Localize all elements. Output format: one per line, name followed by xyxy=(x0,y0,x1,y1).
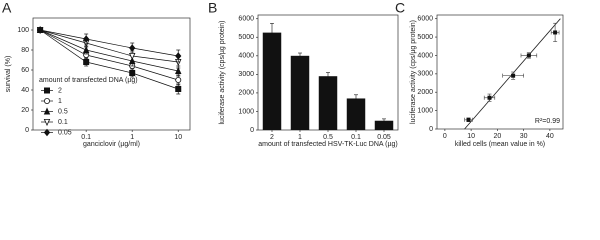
marker xyxy=(128,53,136,61)
y-tick-label: 2000 xyxy=(238,90,254,97)
marker xyxy=(175,86,182,93)
legend-label: 0.5 xyxy=(58,108,68,115)
annotation: R²=0.99 xyxy=(535,118,560,125)
legend-label: 2 xyxy=(58,87,62,94)
panel-letter: C xyxy=(395,0,405,16)
y-tick-label: 4000 xyxy=(417,52,433,59)
marker xyxy=(83,59,90,66)
x-tick-label: 40 xyxy=(546,133,554,140)
bar xyxy=(318,76,338,130)
y-tick-label: 100 xyxy=(17,27,29,34)
bar xyxy=(346,98,366,130)
x-tick-label: 0.1 xyxy=(81,134,91,141)
x-axis-label: ganciclovir (µg/ml) xyxy=(83,141,140,148)
marker xyxy=(129,44,136,52)
x-tick-label: 20 xyxy=(493,133,501,140)
y-axis-label: survival (%) xyxy=(5,56,12,93)
legend-label: 1 xyxy=(58,98,62,105)
x-tick-label: 0 xyxy=(443,133,447,140)
x-tick-label: 0.1 xyxy=(351,134,361,141)
panel-letter: B xyxy=(208,0,217,16)
x-tick-label: 1 xyxy=(130,134,134,141)
y-tick-label: 20 xyxy=(21,107,29,114)
point xyxy=(466,117,471,122)
series-line xyxy=(40,29,179,63)
bar xyxy=(262,32,282,130)
series-line xyxy=(39,29,179,81)
y-tick-label: 40 xyxy=(21,87,29,94)
legend-marker xyxy=(43,107,51,115)
point xyxy=(526,53,531,58)
marker xyxy=(37,26,44,34)
legend-marker xyxy=(44,87,51,94)
y-tick-label: 80 xyxy=(21,47,29,54)
x-tick-label: 1 xyxy=(298,134,302,141)
legend-marker xyxy=(43,128,51,137)
y-tick-label: 6000 xyxy=(417,16,433,23)
series-line xyxy=(39,29,179,90)
marker xyxy=(82,45,90,53)
y-tick-label: 3000 xyxy=(417,71,433,78)
y-tick-label: 3000 xyxy=(238,71,254,78)
x-tick-label: 0.05 xyxy=(377,134,391,141)
x-axis-label: amount of transfected HSV-TK-Luc DNA (µg… xyxy=(258,141,397,148)
legend-marker xyxy=(43,119,51,127)
y-tick-label: 0 xyxy=(25,127,29,134)
y-tick-label: 0 xyxy=(429,126,433,133)
y-tick-label: 5000 xyxy=(238,34,254,41)
point xyxy=(553,30,558,35)
x-tick-label: 10 xyxy=(467,133,475,140)
plot-frame xyxy=(436,14,564,130)
marker xyxy=(175,66,182,74)
marker xyxy=(175,77,182,84)
y-axis-label: luciferase activity (cps/µg protein) xyxy=(219,20,226,124)
y-tick-label: 6000 xyxy=(238,16,254,23)
y-tick-label: 1000 xyxy=(238,108,254,115)
y-tick-label: 2000 xyxy=(417,89,433,96)
panel-letter: A xyxy=(2,0,12,16)
point xyxy=(487,95,492,100)
y-tick-label: 60 xyxy=(21,67,29,74)
bar xyxy=(374,120,394,130)
x-tick-label: 0.5 xyxy=(323,134,333,141)
x-tick-label: 2 xyxy=(270,134,274,141)
y-tick-label: 1000 xyxy=(417,107,433,114)
x-tick-label: 10 xyxy=(174,134,182,141)
series-line xyxy=(39,29,179,72)
bar xyxy=(290,55,310,130)
marker xyxy=(83,35,90,43)
legend-label: 0.1 xyxy=(58,119,68,126)
y-axis-label: luciferase activity (cps/µg protein) xyxy=(410,20,417,124)
x-tick-label: 30 xyxy=(520,133,528,140)
legend-title: amount of transfected DNA (µg) xyxy=(39,77,138,84)
marker xyxy=(175,52,182,60)
y-tick-label: 0 xyxy=(250,127,254,134)
plot-frame xyxy=(32,17,191,131)
y-tick-label: 4000 xyxy=(238,53,254,60)
x-axis-label: killed cells (mean value in %) xyxy=(455,141,545,148)
y-tick-label: 5000 xyxy=(417,34,433,41)
series-line xyxy=(40,29,179,57)
legend-marker xyxy=(44,98,51,105)
legend-label: 0.05 xyxy=(58,129,72,136)
point xyxy=(511,73,516,78)
